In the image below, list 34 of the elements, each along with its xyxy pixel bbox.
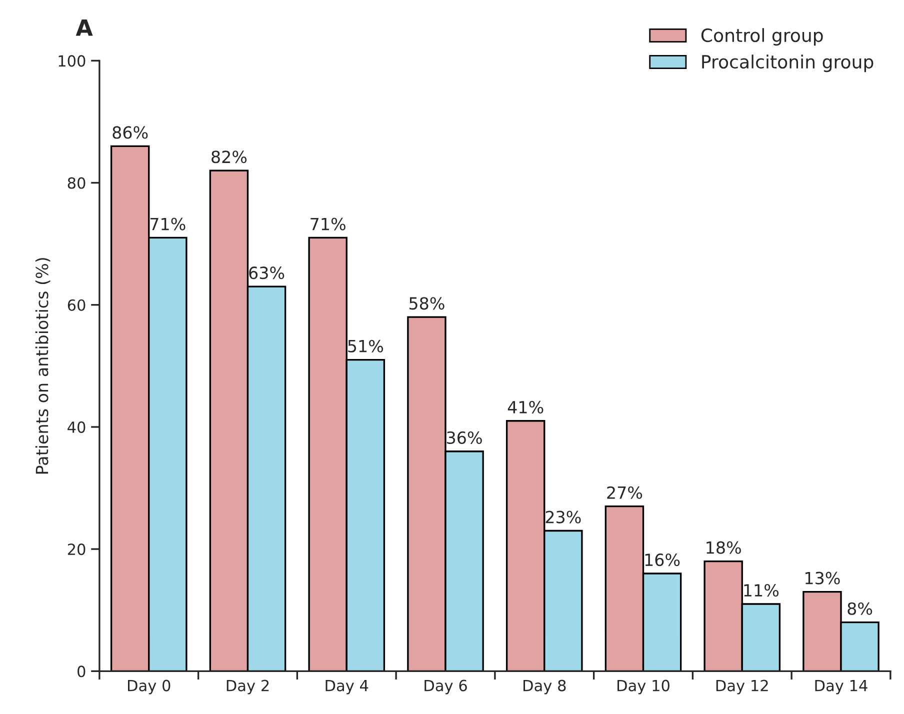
data-label: 82% <box>212 150 247 164</box>
data-label: 27% <box>607 486 642 499</box>
data-label: 71% <box>310 218 346 230</box>
legend-label: Control group <box>701 28 823 46</box>
data-label: 16% <box>645 553 680 566</box>
data-label: 13% <box>806 572 840 584</box>
x-tick-label: Day 4 <box>326 680 368 694</box>
data-label: 86% <box>112 126 148 139</box>
x-tick-label: Day 6 <box>424 680 467 694</box>
x-tick-label: Day 10 <box>618 680 670 694</box>
y-tick-label: 0 <box>78 666 86 678</box>
x-tick-label: Day 14 <box>815 680 868 694</box>
legend-label: Procalcitonin group <box>702 54 874 72</box>
x-tick-label: Day 12 <box>716 680 768 694</box>
x-tick-label: Day 0 <box>128 680 170 694</box>
data-label: 51% <box>348 340 384 352</box>
data-label: 23% <box>546 510 581 524</box>
y-tick-label: 20 <box>68 544 86 556</box>
data-label: 36% <box>447 431 482 444</box>
chart-title: A <box>76 19 93 36</box>
y-axis-title: Patients on antibiotics (%) <box>35 258 50 474</box>
y-tick-label: 60 <box>68 299 86 311</box>
y-tick-label: 100 <box>58 55 86 67</box>
data-label: 58% <box>409 297 444 310</box>
y-tick-label: 40 <box>68 421 86 433</box>
data-label: 8% <box>848 602 872 615</box>
data-label: 71% <box>150 218 186 230</box>
data-label: 11% <box>744 584 779 597</box>
data-label: 63% <box>249 266 284 280</box>
x-tick-label: Day 8 <box>524 680 566 694</box>
data-label: 18% <box>706 541 741 554</box>
data-label: 41% <box>508 400 544 414</box>
y-tick-label: 80 <box>68 177 86 189</box>
x-tick-label: Day 2 <box>226 680 269 694</box>
